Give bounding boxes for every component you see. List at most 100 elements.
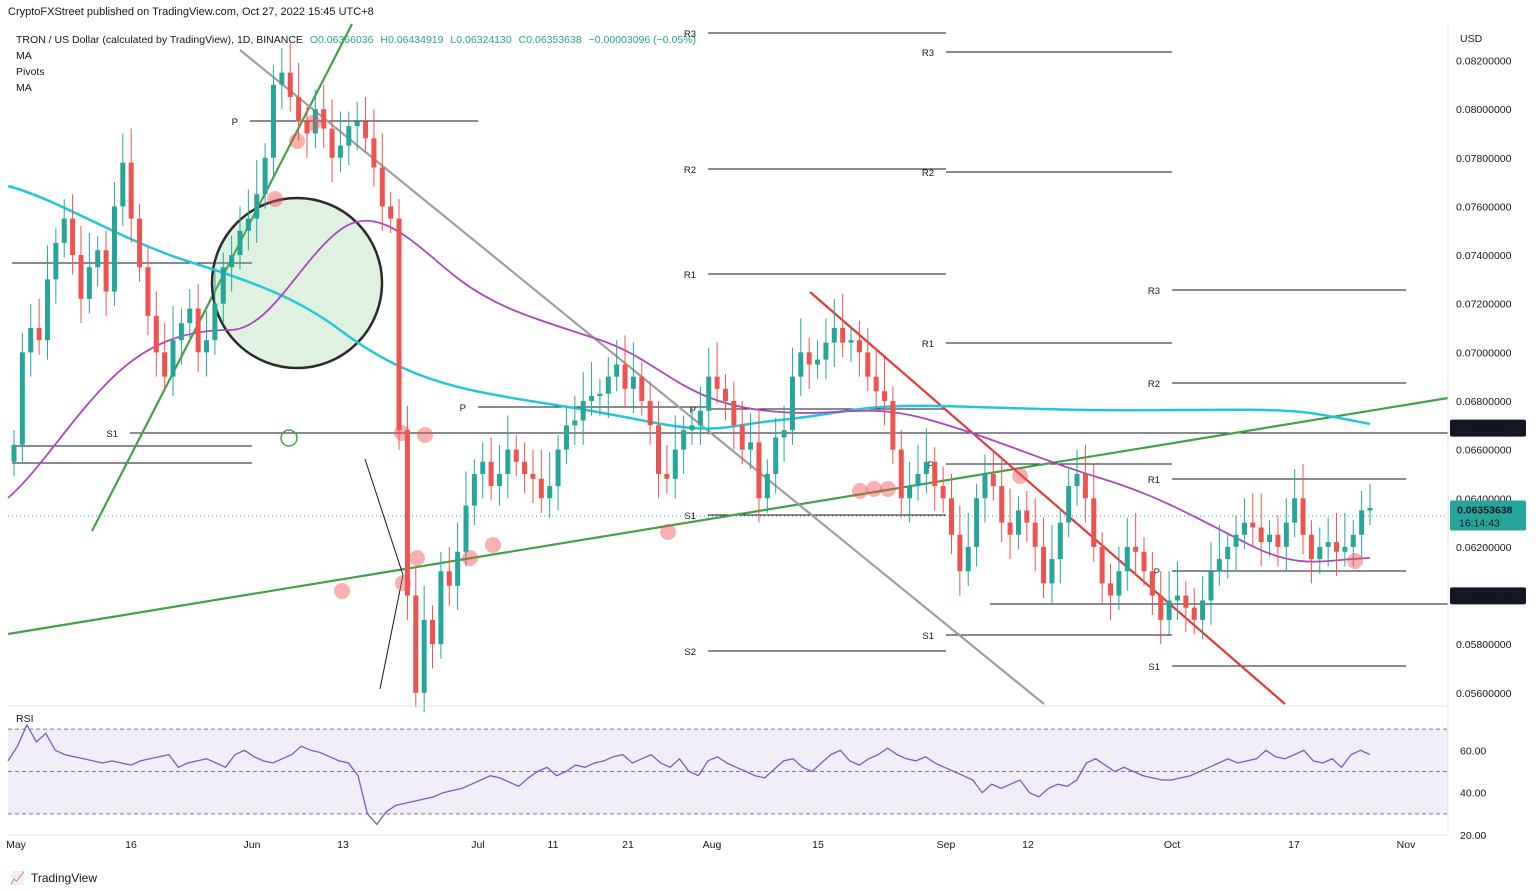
candle-body [262, 157, 268, 195]
touch-point-marker [852, 483, 868, 499]
candle-body [1116, 571, 1122, 596]
pivot-label: R2 [684, 165, 696, 176]
candle-body [1166, 600, 1172, 620]
price-tag-label: 0.06686303 [1457, 424, 1513, 436]
touch-point-marker [1012, 468, 1028, 484]
candle-body [731, 400, 737, 426]
candle-body [153, 315, 159, 353]
touch-point-marker [267, 191, 283, 207]
candle-body [128, 162, 134, 219]
candle-body [1041, 546, 1047, 584]
candle-body [421, 619, 427, 693]
x-tick-label: 13 [337, 839, 349, 851]
highlight-circle [210, 196, 384, 370]
candle-body [831, 328, 837, 343]
price-tag-box [1450, 500, 1526, 531]
x-tick-label: Jul [471, 839, 484, 851]
candle-body [614, 364, 620, 377]
candle-body [789, 376, 795, 431]
candle-body [463, 505, 469, 552]
indicator-pivots[interactable]: Pivots [16, 66, 45, 78]
candle-body [1057, 522, 1063, 560]
candle-body [940, 486, 946, 499]
pivot-label: S1 [684, 511, 696, 522]
pivot-label: S1 [922, 631, 934, 642]
candle-body [555, 449, 561, 487]
touch-point-marker [289, 133, 305, 149]
candle-body [11, 444, 17, 462]
candle-body [363, 121, 369, 139]
candle-body [538, 478, 544, 499]
candle-body [572, 420, 578, 426]
candle-body [388, 206, 394, 219]
indicator-ma-1[interactable]: MA [16, 50, 32, 62]
candle-body [664, 473, 670, 479]
smiley-icon [280, 429, 298, 447]
y-tick-label: 0.08200000 [1456, 55, 1512, 67]
pivot-label: P [928, 460, 934, 471]
x-tick-label: Aug [703, 839, 722, 851]
candle-body [337, 145, 343, 158]
candle-body [1024, 510, 1030, 523]
candle-body [1158, 595, 1164, 620]
candle-body [1292, 498, 1298, 523]
pivot-label: R1 [1148, 475, 1160, 486]
candle-body [580, 400, 586, 421]
candle-body [346, 126, 352, 146]
touch-point-marker [485, 537, 501, 553]
price-tag-label: 0.05996876 [1457, 591, 1513, 603]
candle-body [1191, 607, 1197, 620]
pivot-label: R3 [922, 48, 934, 59]
candle-body [438, 571, 444, 645]
x-tick-label: 17 [1288, 839, 1300, 851]
symbol-title[interactable]: TRON / US Dollar (calculated by TradingV… [16, 34, 303, 46]
y-tick-label: 0.07600000 [1456, 201, 1512, 213]
candle-body [748, 442, 754, 450]
touch-point-marker [305, 115, 321, 131]
candle-body [404, 430, 410, 596]
candle-body [1099, 546, 1105, 584]
candle-body [379, 167, 385, 207]
chart-legend: TRON / US Dollar (calculated by TradingV… [16, 32, 700, 96]
candle-body [371, 138, 377, 168]
ma-long [7, 184, 1371, 430]
candle-body [229, 255, 235, 268]
candle-body [496, 473, 502, 487]
rsi-tick-label: 60.00 [1460, 745, 1486, 757]
price-tag-label: 0.06353638 [1457, 505, 1513, 517]
candle-body [1317, 546, 1323, 560]
candle-body [697, 410, 703, 426]
candle-body [1091, 498, 1097, 547]
moving-averages [7, 184, 1371, 563]
price-axis[interactable]: USD 0.08200000 0.08000000 0.07800000 0.07600… [1447, 24, 1526, 835]
candle-body [647, 400, 653, 426]
x-tick-label: Sep [937, 839, 956, 851]
candle-body [530, 473, 536, 479]
candle-body [722, 388, 728, 401]
candle-body [630, 376, 636, 389]
ohlc-high: H0.06434919 [380, 34, 444, 46]
candle-body [237, 230, 243, 256]
touch-point-marker [880, 481, 896, 497]
candle-body [279, 72, 285, 85]
candle-body [1174, 595, 1180, 601]
rsi-tick-label: 40.00 [1460, 788, 1486, 800]
touch-point-marker [417, 427, 433, 443]
candle-body [1208, 571, 1214, 601]
candle-body [1133, 546, 1139, 552]
candle-body [1334, 542, 1340, 552]
time-axis[interactable]: May 16 Jun 13 Jul 11 21 Aug 15 Sep 12 Oct 17 Nov [6, 834, 1448, 851]
price-tag-box [1450, 419, 1526, 437]
candle-body [78, 255, 84, 299]
candle-body [898, 449, 904, 499]
candle-body [61, 218, 67, 243]
candle-body [756, 442, 762, 499]
pivot-label: R1 [684, 270, 696, 281]
candle-body [672, 449, 678, 479]
rsi-label: RSI [16, 713, 34, 725]
candle-body [597, 393, 603, 397]
indicator-ma-2[interactable]: MA [16, 82, 32, 94]
candle-body [95, 250, 101, 268]
candle-body [781, 430, 787, 438]
